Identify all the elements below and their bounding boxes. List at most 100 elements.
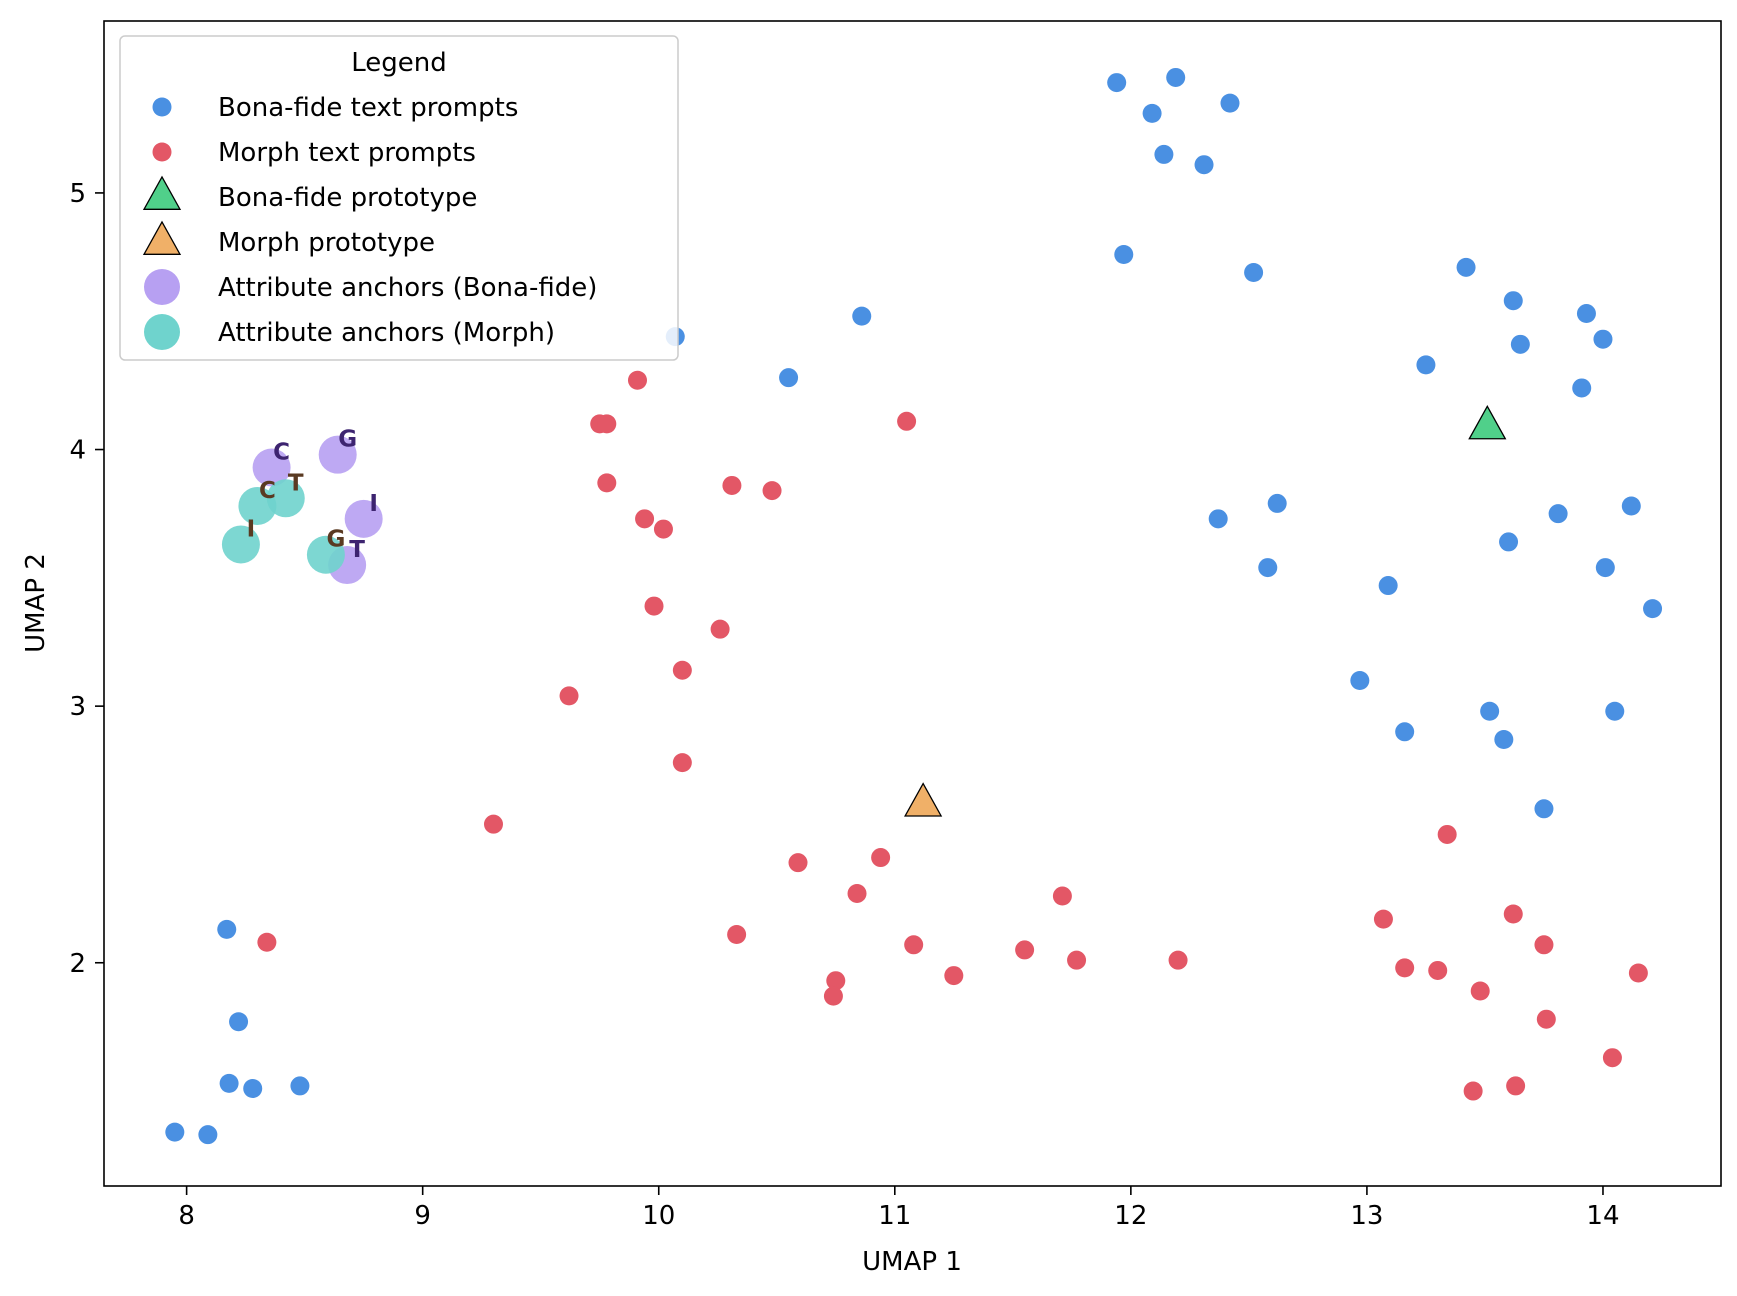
- anchor-label: G: [326, 527, 345, 553]
- data-point: [1499, 532, 1519, 552]
- legend-entries: Bona-fide text prompts Morph text prompts…: [142, 93, 597, 350]
- data-point: [1593, 329, 1613, 349]
- data-point: [762, 481, 782, 501]
- series-morph-prototype: [904, 782, 943, 817]
- data-point: [1503, 291, 1523, 311]
- data-point: [847, 883, 867, 903]
- anchor-label: T: [288, 470, 304, 496]
- data-point: [1470, 981, 1490, 1001]
- data-point: [672, 660, 692, 680]
- data-point: [257, 932, 277, 952]
- x-tick-label: 10: [642, 1201, 675, 1231]
- data-point: [1395, 722, 1415, 742]
- anchor-label: T: [349, 537, 365, 563]
- data-point: [483, 814, 503, 834]
- data-point: [823, 986, 843, 1006]
- x-tick-label: 13: [1350, 1201, 1383, 1231]
- data-point: [904, 935, 924, 955]
- series-attribute-anchors-bona-fide: [252, 435, 383, 585]
- legend-box: [119, 35, 679, 361]
- data-point: [1052, 886, 1072, 906]
- anchor-label: I: [247, 516, 256, 542]
- y-tick-label: 2: [69, 949, 86, 979]
- data-point: [1536, 1009, 1556, 1029]
- anchor-point: [344, 499, 383, 538]
- anchor-label: I: [369, 491, 378, 517]
- axis-ticks: 8 9 10 11 12 13 14 2 3 4 5: [69, 179, 1619, 1231]
- data-point: [290, 1076, 310, 1096]
- data-point: [635, 509, 655, 529]
- data-point: [597, 414, 617, 434]
- legend-marker: [152, 142, 172, 162]
- data-point: [229, 1012, 249, 1032]
- x-tick-label: 12: [1114, 1201, 1147, 1231]
- data-point: [1258, 558, 1278, 578]
- data-point: [722, 475, 742, 495]
- data-point: [944, 966, 964, 986]
- x-axis-label: UMAP 1: [862, 1247, 962, 1277]
- data-point: [559, 686, 579, 706]
- anchor-point: [306, 535, 345, 574]
- data-point: [897, 411, 917, 431]
- data-point: [627, 370, 647, 390]
- x-tick-label: 8: [178, 1201, 195, 1231]
- legend-label: Bona-fide text prompts: [218, 93, 518, 123]
- legend-marker: [142, 175, 182, 210]
- legend-label: Attribute anchors (Bona-fide): [218, 273, 597, 303]
- y-tick-label: 4: [69, 436, 86, 466]
- x-tick-label: 11: [878, 1201, 911, 1231]
- data-point: [710, 619, 730, 639]
- data-point: [1643, 599, 1663, 619]
- data-point: [1107, 73, 1127, 93]
- data-point: [1015, 940, 1035, 960]
- plot-frame: [103, 20, 1722, 1187]
- x-tick-label: 9: [414, 1201, 431, 1231]
- data-point: [1208, 509, 1228, 529]
- x-tick-label: 14: [1586, 1201, 1619, 1231]
- data-point: [1220, 93, 1240, 113]
- anchor-point: [318, 435, 357, 474]
- data-point: [1244, 262, 1264, 282]
- data-point: [1510, 334, 1530, 354]
- data-point: [1534, 799, 1554, 819]
- data-point: [1428, 960, 1448, 980]
- series-morph-text-prompts: [257, 370, 1648, 1101]
- data-point: [219, 1073, 239, 1093]
- data-point: [597, 473, 617, 493]
- data-point: [1605, 701, 1625, 721]
- series-bona-fide-text-prompts: [165, 67, 1663, 1145]
- anchor-point: [252, 448, 291, 487]
- series-bona-fide-prototype: [1468, 405, 1507, 440]
- legend-title: Legend: [351, 48, 447, 78]
- data-point: [788, 853, 808, 873]
- data-point: [1437, 824, 1457, 844]
- data-point: [1267, 493, 1287, 513]
- data-point: [1572, 378, 1592, 398]
- data-point: [871, 848, 891, 868]
- legend-label: Morph text prompts: [218, 138, 476, 168]
- data-point: [672, 753, 692, 773]
- data-point: [1548, 504, 1568, 524]
- data-point: [198, 1125, 218, 1145]
- data-point: [653, 519, 673, 539]
- y-tick-label: 5: [69, 179, 86, 209]
- prototype-marker: [904, 782, 943, 817]
- anchor-point: [266, 479, 305, 518]
- series-attribute-anchors-morph: [221, 479, 345, 574]
- data-point: [644, 596, 664, 616]
- data-point: [1142, 103, 1162, 123]
- legend: Legend Bona-fide text prompts Morph text …: [119, 35, 679, 361]
- data-point: [1194, 155, 1214, 175]
- data-point: [1114, 245, 1134, 265]
- anchor-label: C: [273, 439, 290, 465]
- data-point: [1621, 496, 1641, 516]
- y-tick-label: 3: [69, 692, 86, 722]
- data-point: [1576, 304, 1596, 324]
- data-point: [243, 1078, 263, 1098]
- data-point: [1378, 576, 1398, 596]
- legend-marker: [142, 220, 182, 255]
- data-point: [1480, 701, 1500, 721]
